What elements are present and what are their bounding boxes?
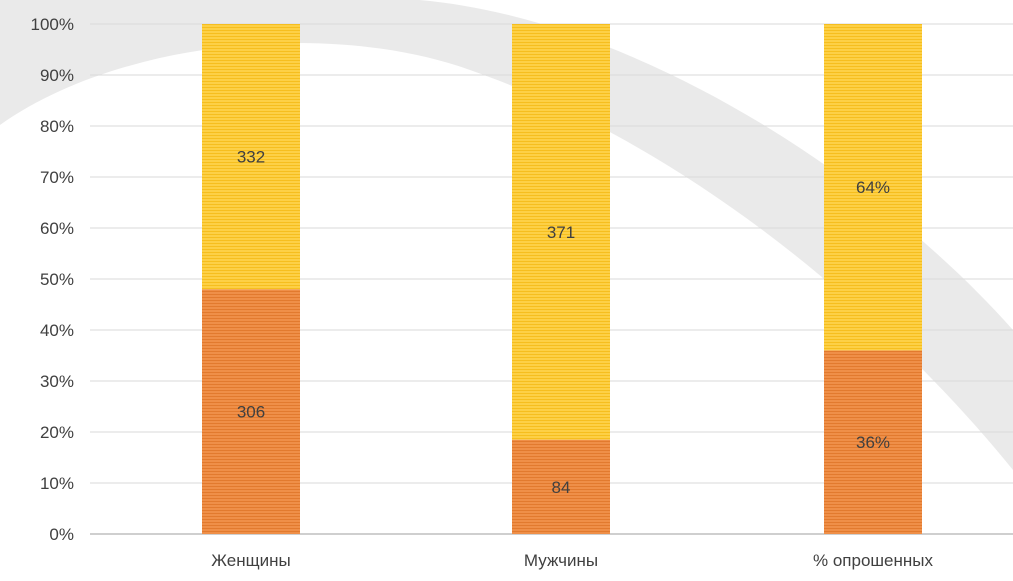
data-label: 306 bbox=[237, 403, 265, 422]
bar-segment bbox=[512, 24, 610, 440]
y-tick-label: 60% bbox=[40, 219, 74, 238]
data-label: 36% bbox=[856, 433, 890, 452]
watermark-swoosh bbox=[0, 0, 1013, 470]
bar-segment bbox=[202, 289, 300, 534]
bars bbox=[202, 24, 922, 534]
bar-segment bbox=[824, 24, 922, 351]
y-tick-label: 50% bbox=[40, 270, 74, 289]
y-tick-label: 0% bbox=[49, 525, 74, 544]
x-tick-label: % опрошенных bbox=[813, 551, 933, 570]
data-label: 84 bbox=[552, 478, 571, 497]
bar-segment bbox=[202, 24, 300, 290]
x-tick-label: Мужчины bbox=[524, 551, 598, 570]
y-tick-label: 90% bbox=[40, 66, 74, 85]
y-axis-tick-labels: 0% 10% 20% 30% 40% 50% 60% 70% 80% 90% 100% bbox=[31, 15, 74, 544]
watermark bbox=[0, 0, 1013, 470]
bar-segment bbox=[824, 350, 922, 534]
y-tick-label: 10% bbox=[40, 474, 74, 493]
y-tick-label: 100% bbox=[31, 15, 74, 34]
data-label: 332 bbox=[237, 148, 265, 167]
y-tick-label: 20% bbox=[40, 423, 74, 442]
y-tick-label: 80% bbox=[40, 117, 74, 136]
x-tick-label: Женщины bbox=[211, 551, 290, 570]
y-tick-label: 30% bbox=[40, 372, 74, 391]
y-tick-label: 40% bbox=[40, 321, 74, 340]
bar-segment bbox=[512, 439, 610, 534]
x-axis-tick-labels: Женщины Мужчины % опрошенных bbox=[211, 551, 933, 570]
data-label: 371 bbox=[547, 223, 575, 242]
data-label: 64% bbox=[856, 178, 890, 197]
data-labels: 306 332 84 371 36% 64% bbox=[237, 148, 890, 497]
y-tick-label: 70% bbox=[40, 168, 74, 187]
